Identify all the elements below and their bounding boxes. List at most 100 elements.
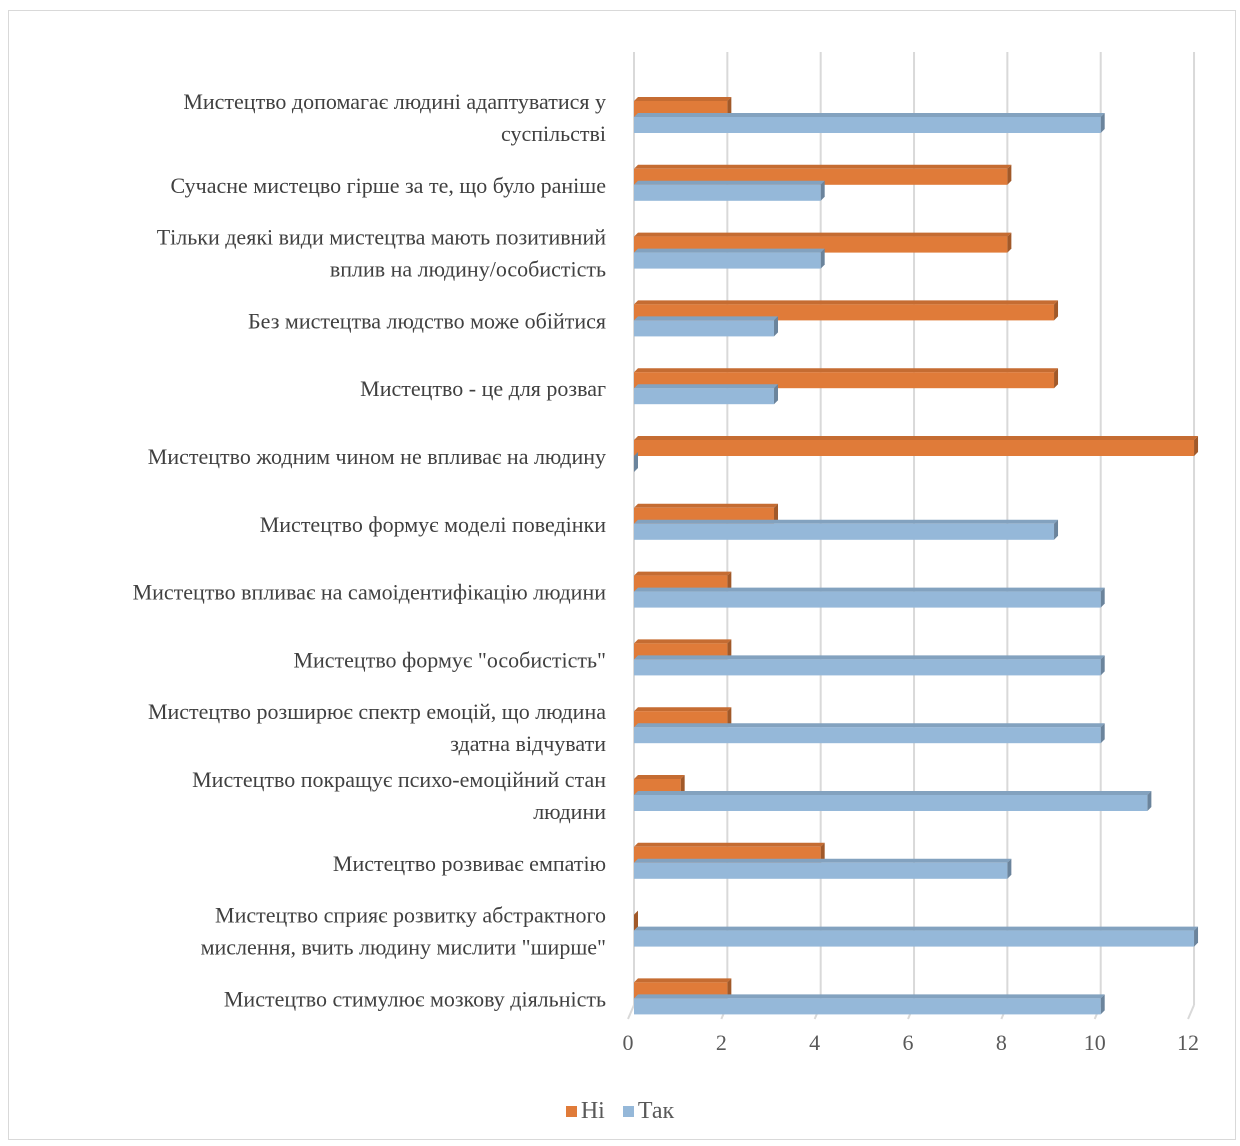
bar-side-tak xyxy=(1100,655,1105,676)
bar-top-tak xyxy=(634,587,1105,592)
bar-top-tak xyxy=(634,316,779,321)
bar-side-ni xyxy=(1007,164,1012,185)
bar-top-tak xyxy=(634,384,779,389)
x-tick-label: 4 xyxy=(809,1030,820,1055)
bar-tak xyxy=(634,184,821,201)
bar-top-ni xyxy=(634,639,732,644)
gridline-floor-12 xyxy=(1187,1004,1195,1020)
bar-side-ni xyxy=(820,842,825,863)
legend-item-ni: Ні xyxy=(565,1098,605,1125)
bar-top-tak xyxy=(634,113,1105,117)
bar-top-tak xyxy=(634,248,825,253)
bar-side-tak xyxy=(1100,723,1105,744)
category-label: Мистецтво розширює спектр емоцій, що люд… xyxy=(148,699,606,724)
bar-top-ni xyxy=(634,368,1059,373)
category-label: суспільстві xyxy=(501,121,606,146)
bar-top-tak xyxy=(634,858,1012,863)
category-label: Тільки деякі види мистецтва мають позити… xyxy=(157,225,607,250)
bar-side-ni xyxy=(774,503,779,524)
gridline-floor-0 xyxy=(627,1004,635,1020)
bar-side-tak xyxy=(1100,587,1105,608)
bar-side-tak xyxy=(820,180,825,201)
category-label: Без мистецтва людство може обійтися xyxy=(248,308,606,333)
category-label: здатна відчувати xyxy=(450,731,606,756)
bar-side-tak xyxy=(1054,519,1059,540)
x-tick-label: 6 xyxy=(903,1030,914,1055)
bar-top-tak xyxy=(634,519,1059,524)
bar-top-ni xyxy=(634,97,732,101)
legend-swatch-tak xyxy=(622,1106,634,1117)
legend-label-ni: Ні xyxy=(580,1098,605,1124)
bar-top-ni xyxy=(634,775,685,779)
bar-side-ni xyxy=(727,571,732,592)
bar-tak xyxy=(634,998,1101,1015)
legend-swatch-ni xyxy=(565,1106,577,1117)
bar-side-ni xyxy=(727,978,732,999)
bar-top-ni xyxy=(634,571,732,576)
bar-tak xyxy=(634,727,1101,744)
bar-side-ni xyxy=(727,707,732,728)
bar-side-ni xyxy=(1054,368,1059,389)
bar-tak xyxy=(634,930,1195,947)
bar-top-tak xyxy=(634,926,1199,931)
bar-top-tak xyxy=(634,655,1105,660)
bar-top-tak xyxy=(634,791,1152,795)
chart-frame xyxy=(8,10,1236,1140)
category-label: Мистецтво допомагає людині адаптуватися … xyxy=(183,89,606,114)
bar-side-tak xyxy=(820,248,825,269)
bar-side-tak xyxy=(634,452,638,472)
bar-side-ni xyxy=(1054,300,1059,321)
bar-tak xyxy=(634,117,1101,133)
bar-side-ni xyxy=(1007,232,1012,253)
x-tick-label: 8 xyxy=(996,1030,1007,1055)
category-label: Мистецтво жодним чином не впливає на люд… xyxy=(148,444,606,469)
legend-item-tak: Так xyxy=(622,1098,674,1125)
bar-top-tak xyxy=(634,180,825,185)
bar-tak xyxy=(634,388,775,405)
category-labels: Мистецтво допомагає людині адаптуватися … xyxy=(133,89,607,1011)
bar-side-ni xyxy=(1194,436,1199,456)
bar-top-ni xyxy=(634,232,1012,237)
category-label: Мистецтво впливає на самоідентифікацію л… xyxy=(133,580,607,605)
bar-tak xyxy=(634,523,1055,540)
bar-top-ni xyxy=(634,436,1199,440)
bar-tak xyxy=(634,659,1101,676)
legend: Ні Так xyxy=(0,1098,1240,1125)
category-label: Мистецтво покращує психо-емоційний стан xyxy=(192,767,606,792)
category-label: Мистецтво стимулює мозкову діяльність xyxy=(224,986,606,1011)
bars xyxy=(634,97,1199,1015)
bar-side-tak xyxy=(1100,113,1105,133)
category-label: Мистецтво формує "особистість" xyxy=(293,647,606,672)
bar-tak xyxy=(634,320,775,337)
x-axis-ticks: 0 2 4 6 8 10 12 xyxy=(623,1030,1200,1055)
bar-tak xyxy=(634,591,1101,608)
bar-side-ni xyxy=(727,639,732,660)
bar-ni xyxy=(634,440,1195,456)
category-label: Сучасне мистецво гірше за те, що було ра… xyxy=(171,173,606,198)
bar-side-ni xyxy=(680,775,685,795)
bar-side-tak xyxy=(1147,791,1152,811)
category-label: вплив на людину/особистість xyxy=(330,257,606,282)
bar-side-ni xyxy=(634,910,638,931)
bar-top-ni xyxy=(634,164,1012,169)
bar-side-ni xyxy=(727,97,732,117)
category-label: Мистецтво сприяє розвитку абстрактного xyxy=(215,903,606,928)
category-label: Мистецтво формує моделі поведінки xyxy=(260,512,607,537)
bar-tak xyxy=(634,862,1008,879)
bar-top-ni xyxy=(634,503,779,508)
bar-tak xyxy=(634,252,821,269)
bar-top-ni xyxy=(634,978,732,983)
bar-side-tak xyxy=(1194,926,1199,947)
bar-top-tak xyxy=(634,723,1105,728)
category-label: Мистецтво - це для розваг xyxy=(360,376,606,401)
category-label: Мистецтво розвиває емпатію xyxy=(333,851,606,876)
bar-top-ni xyxy=(634,300,1059,305)
bar-side-tak xyxy=(774,316,779,337)
x-tick-label: 0 xyxy=(623,1030,634,1055)
bar-top-tak xyxy=(634,994,1105,999)
bar-top-ni xyxy=(634,707,732,712)
bar-side-tak xyxy=(774,384,779,405)
x-tick-label: 2 xyxy=(716,1030,727,1055)
x-tick-label: 12 xyxy=(1177,1030,1199,1055)
